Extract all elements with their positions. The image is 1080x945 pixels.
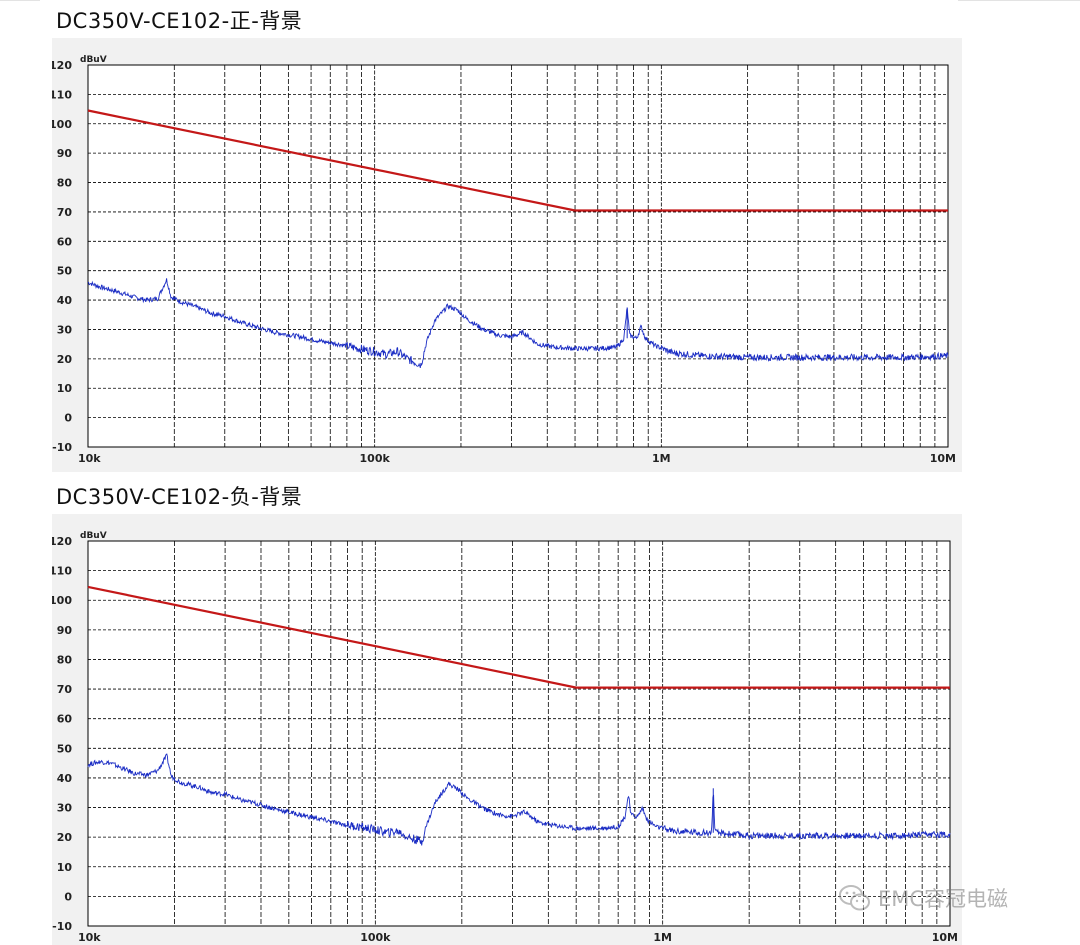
y-axis-label: dBuV <box>80 55 107 65</box>
limit-line <box>87 585 950 689</box>
plot-area <box>88 65 948 447</box>
chart-panel-positive: -10 0 10 20 30 40 50 60 70 80 90 100 110 120 dBuV 10k 10… <box>52 38 962 472</box>
y-tick-label: 80 <box>57 653 73 666</box>
plot-border <box>87 540 951 927</box>
x-tick-label: 10M <box>932 931 958 944</box>
y-tick-label: 120 <box>52 535 72 548</box>
y-tick-label: 30 <box>57 802 73 815</box>
y-tick-label: 100 <box>52 594 72 607</box>
y-tick-label: 10 <box>57 861 73 874</box>
y-tick-label: 120 <box>52 59 72 72</box>
plot-area <box>88 541 950 926</box>
x-tick-label: 1M <box>652 452 671 465</box>
y-tick-label: 30 <box>57 323 73 336</box>
y-tick-label: 20 <box>57 353 73 366</box>
y-tick-label: 110 <box>52 88 72 101</box>
y-tick-label: 100 <box>52 118 72 131</box>
y-tick-label: 60 <box>57 713 73 726</box>
y-tick-label: 90 <box>57 624 73 637</box>
wechat-icon <box>839 885 870 911</box>
y-tick-label: 90 <box>57 147 73 160</box>
top-divider-left <box>0 0 40 1</box>
x-tick-label: 10k <box>78 452 101 465</box>
measured-trace <box>87 278 949 369</box>
x-tick-label: 100k <box>360 931 391 944</box>
ce102-positive-chart: -10 0 10 20 30 40 50 60 70 80 90 100 110 120 dBuV 10k 10… <box>52 38 962 472</box>
y-tick-label: -10 <box>52 441 72 454</box>
limit-line <box>87 109 948 212</box>
y-tick-label: 0 <box>64 890 72 903</box>
y-tick-label: 40 <box>57 294 73 307</box>
y-tick-label: 70 <box>57 683 73 696</box>
y-tick-label: 60 <box>57 235 73 248</box>
measured-trace <box>87 753 951 846</box>
y-tick-label: 50 <box>57 742 73 755</box>
y-tick-label: -10 <box>52 920 72 933</box>
y-tick-label: 20 <box>57 831 73 844</box>
y-tick-label: 50 <box>57 265 73 278</box>
x-tick-label: 10M <box>930 452 956 465</box>
chart-title-positive: DC350V-CE102-正-背景 <box>56 9 303 33</box>
plot-border <box>87 64 949 448</box>
watermark: EMC容冠电磁 <box>838 878 1058 918</box>
top-divider-right <box>958 0 1080 1</box>
chart-panel-negative: -10 0 10 20 30 40 50 60 70 80 90 100 110 120 dBuV 10k 10… <box>52 514 962 945</box>
y-tick-label: 0 <box>64 412 72 425</box>
ce102-negative-chart: -10 0 10 20 30 40 50 60 70 80 90 100 110 120 dBuV 10k 10… <box>52 514 962 945</box>
y-tick-label: 70 <box>57 206 73 219</box>
y-tick-label: 110 <box>52 565 72 578</box>
x-tick-label: 10k <box>78 931 101 944</box>
chart-title-negative: DC350V-CE102-负-背景 <box>56 485 303 509</box>
x-tick-label: 1M <box>653 931 672 944</box>
y-axis-label: dBuV <box>80 531 107 541</box>
y-tick-label: 80 <box>57 177 73 190</box>
x-tick-label: 100k <box>360 452 391 465</box>
watermark-text: EMC容冠电磁 <box>878 887 1009 911</box>
y-tick-label: 40 <box>57 772 73 785</box>
y-tick-label: 10 <box>57 382 73 395</box>
